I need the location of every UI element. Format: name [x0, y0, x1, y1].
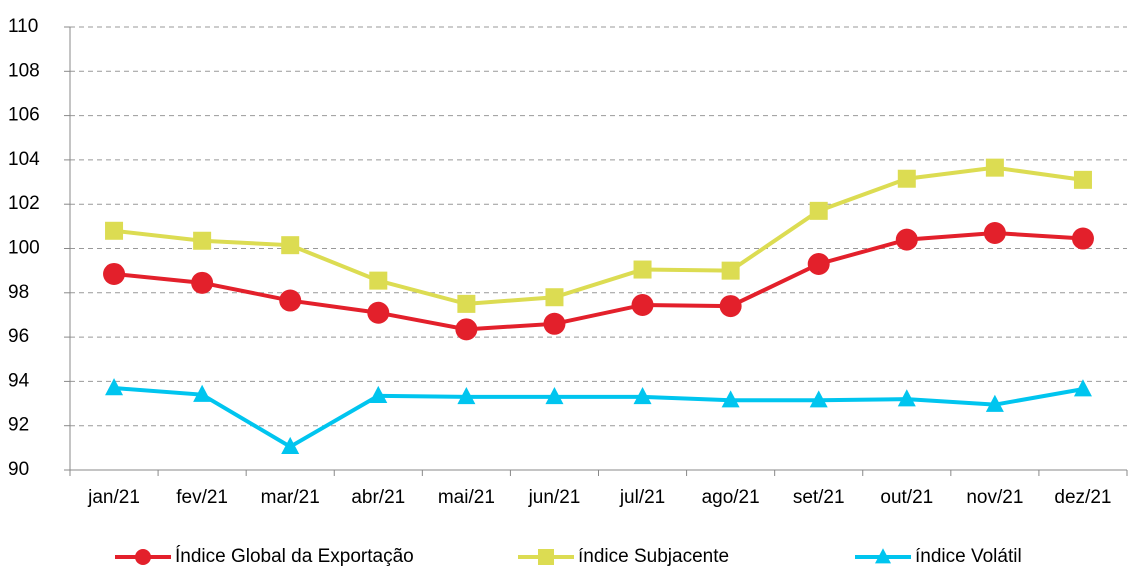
marker [985, 394, 1004, 412]
marker [369, 385, 388, 403]
marker [807, 253, 830, 276]
marker [985, 158, 1004, 177]
x-tick-label: jun/21 [528, 487, 581, 508]
legend-marker [875, 548, 891, 564]
x-tick-label: mai/21 [438, 487, 495, 508]
marker [1073, 170, 1092, 189]
y-tick-label: 90 [8, 459, 29, 480]
marker [721, 390, 740, 408]
y-tick-label: 94 [8, 370, 30, 391]
y-tick-label: 98 [8, 282, 29, 303]
marker [193, 231, 212, 250]
marker [193, 384, 212, 402]
marker [631, 293, 654, 316]
marker [455, 318, 478, 341]
marker [1071, 227, 1094, 250]
marker [545, 288, 564, 307]
marker [281, 236, 300, 255]
series-line [113, 165, 1084, 306]
marker [281, 436, 300, 454]
marker [105, 378, 124, 396]
marker [279, 289, 302, 312]
legend-label: índice Subjacente [578, 546, 729, 567]
marker [633, 387, 652, 405]
legend-marker [538, 549, 554, 565]
marker [1073, 379, 1092, 397]
marker [103, 262, 126, 285]
legend-label: índice Volátil [915, 546, 1022, 567]
legend-label: Índice Global da Exportação [175, 546, 414, 567]
x-tick-label: mar/21 [261, 487, 320, 508]
x-tick-label: nov/21 [966, 487, 1023, 508]
y-tick-label: 96 [8, 326, 29, 347]
marker [191, 271, 214, 294]
marker [897, 389, 916, 407]
marker [721, 261, 740, 280]
marker [897, 169, 916, 188]
x-tick-label: set/21 [793, 487, 845, 508]
x-tick-label: jul/21 [619, 487, 665, 508]
marker [105, 221, 124, 240]
x-tick-label: fev/21 [176, 487, 228, 508]
y-tick-label: 102 [8, 193, 40, 214]
x-tick-label: dez/21 [1054, 487, 1111, 508]
x-tick-label: ago/21 [702, 487, 760, 508]
x-tick-label: jan/21 [87, 487, 140, 508]
marker [895, 228, 918, 251]
x-tick-label: out/21 [880, 487, 933, 508]
y-tick-label: 106 [8, 105, 40, 126]
x-tick-label: abr/21 [351, 487, 405, 508]
marker [367, 301, 390, 324]
marker [543, 312, 566, 335]
y-tick-label: 108 [8, 60, 40, 81]
marker [369, 271, 388, 290]
marker [809, 390, 828, 408]
y-tick-label: 110 [8, 16, 38, 37]
marker [545, 387, 564, 405]
marker [719, 295, 742, 318]
legend-marker [135, 549, 151, 565]
marker [457, 387, 476, 405]
marker [983, 221, 1006, 244]
marker [809, 201, 828, 220]
y-tick-label: 92 [8, 415, 29, 436]
series-line [113, 230, 1084, 332]
marker [633, 260, 652, 279]
y-tick-label: 100 [8, 238, 40, 259]
marker [457, 294, 476, 313]
series-line [113, 386, 1084, 450]
y-tick-label: 104 [8, 149, 40, 170]
